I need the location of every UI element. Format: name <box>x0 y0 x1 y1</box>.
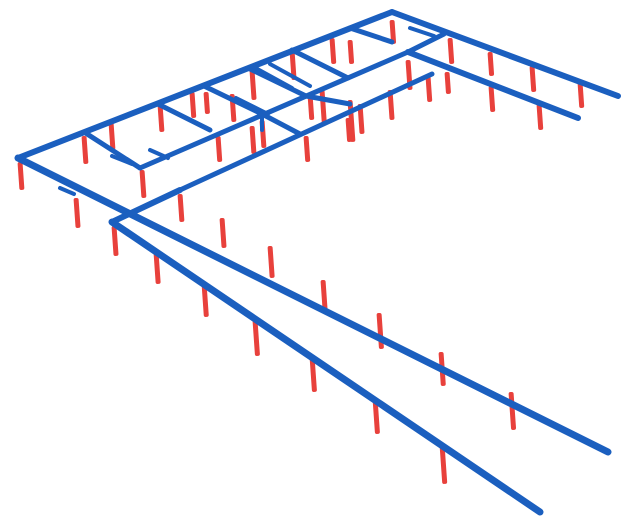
beam-18 <box>303 93 353 107</box>
column-20 <box>157 103 165 132</box>
column-23 <box>215 135 223 162</box>
beam-24 <box>110 154 134 166</box>
column-4 <box>153 251 161 284</box>
column-26 <box>249 125 257 154</box>
column-39 <box>425 75 433 102</box>
beams-layer <box>14 9 621 516</box>
beam-7 <box>405 31 447 55</box>
column-41 <box>444 71 451 94</box>
column-22 <box>203 91 210 114</box>
column-47 <box>345 117 353 142</box>
beam-25 <box>58 186 76 196</box>
column-36 <box>387 89 395 120</box>
beam-6 <box>405 49 581 121</box>
column-17 <box>81 135 89 164</box>
column-28 <box>289 49 297 80</box>
column-32 <box>329 37 337 64</box>
column-21 <box>189 91 197 118</box>
beam-12 <box>155 101 213 133</box>
column-29 <box>303 135 311 162</box>
column-33 <box>347 39 355 64</box>
beam-15 <box>289 47 351 81</box>
column-3 <box>111 225 119 256</box>
column-8 <box>372 397 380 434</box>
column-42 <box>487 51 495 76</box>
column-13 <box>320 279 328 314</box>
beam-21 <box>250 64 294 90</box>
beam-26 <box>408 26 436 38</box>
column-10 <box>177 193 185 222</box>
column-46 <box>577 81 585 108</box>
column-16 <box>508 391 517 430</box>
beam-20 <box>234 96 270 116</box>
beam-22 <box>268 62 312 88</box>
column-25 <box>249 69 257 100</box>
column-45 <box>536 103 544 130</box>
column-37 <box>389 19 397 44</box>
column-1 <box>17 161 25 190</box>
column-35 <box>357 103 365 134</box>
column-19 <box>139 169 147 198</box>
column-9 <box>439 443 448 484</box>
column-7 <box>309 355 317 392</box>
column-11 <box>219 217 227 248</box>
beam-10 <box>177 71 435 193</box>
beam-2 <box>108 218 544 516</box>
column-18 <box>108 121 116 150</box>
column-12 <box>267 245 275 278</box>
beam-1 <box>14 154 612 456</box>
beam-9 <box>137 49 411 171</box>
beam-23 <box>148 148 170 160</box>
column-30 <box>307 93 315 120</box>
column-44 <box>529 65 537 92</box>
column-31 <box>319 89 327 124</box>
beam-16 <box>347 25 395 45</box>
column-40 <box>447 37 455 64</box>
column-5 <box>201 282 209 317</box>
column-6 <box>252 319 260 356</box>
beam-4 <box>389 9 621 99</box>
beam-17 <box>259 111 303 137</box>
beam-13 <box>201 83 265 117</box>
beam-8 <box>109 187 183 225</box>
column-2 <box>73 197 81 228</box>
column-43 <box>488 85 496 112</box>
